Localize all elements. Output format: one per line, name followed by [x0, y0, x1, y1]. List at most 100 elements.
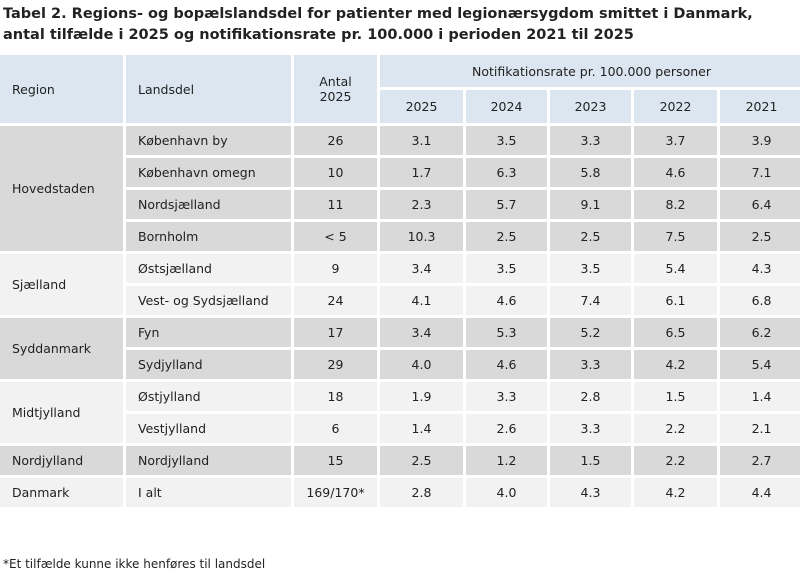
- table-header: Region Landsdel Antal 2025 Notifikationsrat…: [0, 52, 800, 126]
- table-row: Danmark I alt 169/170* 2.8 4.0 4.3 4.2 4.4: [0, 475, 800, 510]
- header-cell: Notifikationsrate pr. 100.000 personer: [376, 52, 800, 90]
- rate-cell: 1.9: [377, 379, 466, 414]
- landsdel-cell: København by: [123, 123, 294, 158]
- count-cell: 169/170*: [291, 475, 380, 510]
- count-cell: 26: [291, 123, 380, 158]
- header-cell: Landsdel: [123, 52, 294, 126]
- rate-cell: 2.8: [377, 475, 466, 510]
- rate-cell: 4.6: [463, 347, 550, 382]
- region-cell: Syddanmark: [0, 315, 126, 382]
- table: Region Landsdel Antal 2025 Notifikationsrat…: [0, 52, 800, 510]
- table-title: Tabel 2. Regions- og bopælslandsdel for …: [3, 6, 753, 43]
- rate-cell: 6.5: [631, 315, 720, 350]
- rate-cell: 2.8: [547, 379, 634, 414]
- rate-cell: 2.5: [716, 219, 800, 254]
- region-cell: Danmark: [0, 475, 126, 510]
- rate-cell: 2.5: [463, 219, 550, 254]
- count-cell: 11: [291, 187, 380, 222]
- landsdel-cell: København omegn: [123, 155, 294, 190]
- rate-cell: 7.4: [547, 283, 634, 318]
- table-row: Bornholm < 5 10.3 2.5 2.5 7.5 2.5: [0, 219, 800, 254]
- rate-cell: 2.5: [377, 443, 466, 478]
- landsdel-cell: Fyn: [123, 315, 294, 350]
- count-cell: 15: [291, 443, 380, 478]
- rate-cell: 1.4: [716, 379, 800, 414]
- rate-cell: 4.2: [631, 347, 720, 382]
- rate-cell: 3.3: [547, 123, 634, 158]
- table-row: Nordjylland Nordjylland 15 2.5 1.2 1.5 2.2 2.7: [0, 443, 800, 478]
- rate-cell: 7.1: [716, 155, 800, 190]
- region-cell: Sjælland: [0, 251, 126, 318]
- rate-cell: 1.2: [463, 443, 550, 478]
- table-row: Sjælland Østsjælland 9 3.4 3.5 3.5 5.4 4.3: [0, 251, 800, 318]
- table-row: Nordsjælland 11 2.3 5.7 9.1 8.2 6.4: [0, 187, 800, 222]
- rate-cell: 3.9: [716, 123, 800, 158]
- rate-cell: 2.5: [547, 219, 634, 254]
- count-cell: 18: [291, 379, 380, 414]
- header-cell: 2023: [547, 87, 634, 126]
- table-row: Midtjylland Østjylland 18 1.9 3.3 2.8 1.5 1.4: [0, 379, 800, 446]
- table-row: Hovedstaden København by 26 3.1 3.5 3.3 3.7 3.9: [0, 123, 800, 254]
- landsdel-cell: Nordsjælland: [123, 187, 294, 222]
- table-row: Vest- og Sydsjælland 24 4.1 4.6 7.4 6.1 6.8: [0, 283, 800, 318]
- footnote: *Et tilfælde kunne ikke henføres til lan…: [3, 557, 266, 571]
- rate-cell: 6.1: [631, 283, 720, 318]
- rate-cell: 5.7: [463, 187, 550, 222]
- rate-cell: 6.8: [716, 283, 800, 318]
- rate-cell: 7.5: [631, 219, 720, 254]
- count-cell: 6: [291, 411, 380, 446]
- count-cell: 17: [291, 315, 380, 350]
- landsdel-cell: Vest- og Sydsjælland: [123, 283, 294, 318]
- count-cell: 29: [291, 347, 380, 382]
- header-cell: 2024: [463, 87, 550, 126]
- rate-cell: 4.0: [377, 347, 466, 382]
- header-cell: 2021: [716, 87, 800, 126]
- header-row: Region Landsdel Antal 2025 Notifikationsrat…: [0, 52, 800, 126]
- landsdel-cell: Vestjylland: [123, 411, 294, 446]
- rate-cell: 3.5: [463, 123, 550, 158]
- rate-cell: 2.6: [463, 411, 550, 446]
- rate-cell: 4.2: [631, 475, 720, 510]
- rate-cell: 3.4: [377, 315, 466, 350]
- header-cell: Region: [0, 52, 126, 126]
- rate-cell: 5.3: [463, 315, 550, 350]
- rate-cell: 5.4: [631, 251, 720, 286]
- landsdel-cell: Østsjælland: [123, 251, 294, 286]
- region-cell: Nordjylland: [0, 443, 126, 478]
- rate-cell: 6.4: [716, 187, 800, 222]
- rate-cell: 3.5: [463, 251, 550, 286]
- rate-cell: 2.2: [631, 411, 720, 446]
- rate-cell: 3.3: [547, 411, 634, 446]
- landsdel-cell: Nordjylland: [123, 443, 294, 478]
- rate-cell: 4.3: [716, 251, 800, 286]
- table-row: Vestjylland 6 1.4 2.6 3.3 2.2 2.1: [0, 411, 800, 446]
- rate-cell: 1.5: [547, 443, 634, 478]
- count-cell: 24: [291, 283, 380, 318]
- rate-cell: 3.1: [377, 123, 466, 158]
- region-cell: Midtjylland: [0, 379, 126, 446]
- landsdel-cell: I alt: [123, 475, 294, 510]
- landsdel-cell: Bornholm: [123, 219, 294, 254]
- rate-cell: 2.2: [631, 443, 720, 478]
- rate-cell: 5.2: [547, 315, 634, 350]
- rate-cell: 4.4: [716, 475, 800, 510]
- table-body: Hovedstaden København by 26 3.1 3.5 3.3 3.7 3.9…: [0, 123, 800, 510]
- rate-cell: 1.5: [631, 379, 720, 414]
- rate-cell: 3.5: [547, 251, 634, 286]
- rate-cell: 10.3: [377, 219, 466, 254]
- rate-cell: 4.0: [463, 475, 550, 510]
- rate-cell: 3.3: [547, 347, 634, 382]
- rate-cell: 3.4: [377, 251, 466, 286]
- landsdel-cell: Sydjylland: [123, 347, 294, 382]
- rate-cell: 4.6: [631, 155, 720, 190]
- count-cell: 9: [291, 251, 380, 286]
- header-cell: 2022: [631, 87, 720, 126]
- rate-cell: 4.3: [547, 475, 634, 510]
- rate-cell: 2.7: [716, 443, 800, 478]
- rate-cell: 6.2: [716, 315, 800, 350]
- table-row: Sydjylland 29 4.0 4.6 3.3 4.2 5.4: [0, 347, 800, 382]
- count-cell: < 5: [291, 219, 380, 254]
- rate-cell: 2.1: [716, 411, 800, 446]
- rate-cell: 2.3: [377, 187, 466, 222]
